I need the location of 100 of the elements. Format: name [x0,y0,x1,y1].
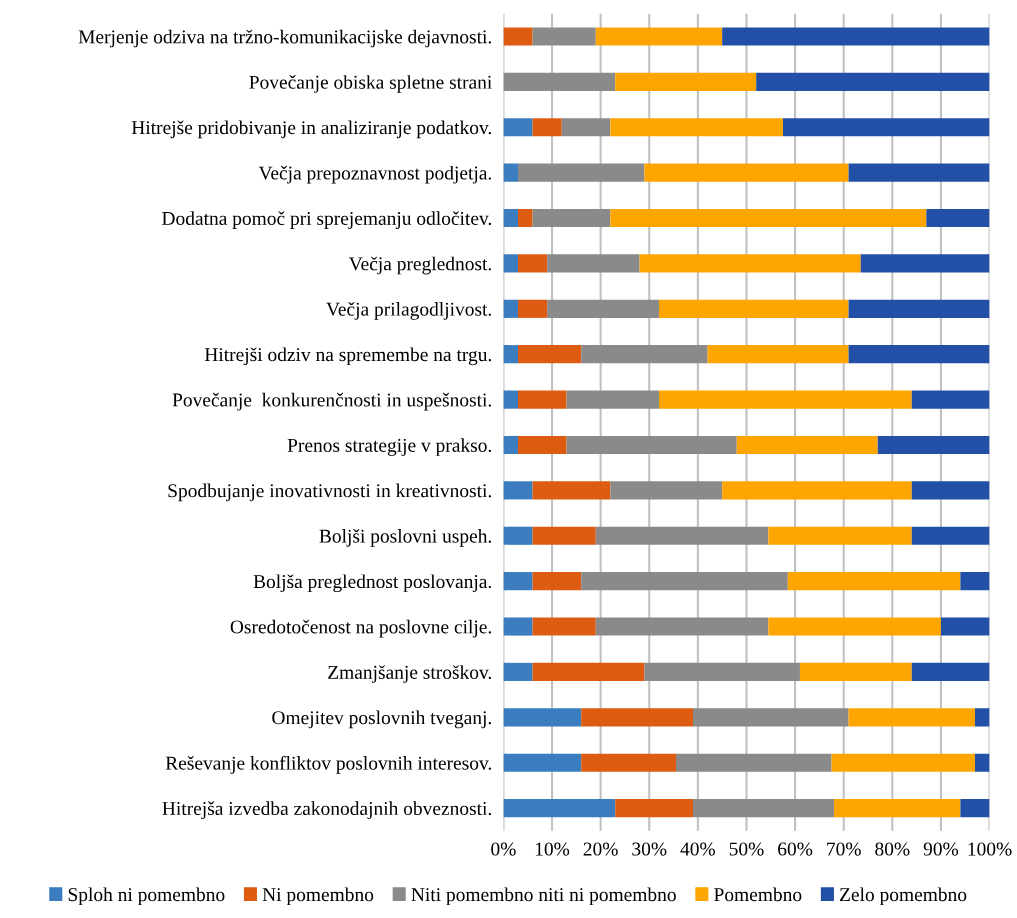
y-tick-label: Hitrejše pridobivanje in analiziranje podatkov. [131,120,492,139]
bar [532,662,645,681]
bar [658,299,849,318]
bar [911,662,990,681]
bar [581,708,693,727]
bar [610,208,927,228]
bar [503,27,533,46]
bar [503,753,582,772]
bar [848,163,990,182]
y-tick-label: Reševanje konfliktov poslovnih interesov. [165,755,492,774]
x-tick-label: 20% [583,842,618,856]
bar [518,345,582,364]
y-tick-label: Hitrejša izvedba zakonodajnih obveznosti. [162,801,492,819]
bar [532,617,596,636]
bar [503,435,518,455]
bar [768,526,912,545]
bar [877,435,990,455]
y-tick-label: Boljši poslovni uspeh. [319,528,492,547]
bar [926,208,990,228]
y-tick-label: Omejitev poslovnih tveganj. [272,710,492,729]
bar [566,390,659,409]
bar [675,753,832,772]
bar [518,435,567,455]
bar [960,799,990,818]
bar [911,526,990,545]
bar [787,572,961,591]
bar [503,208,518,228]
bar [736,435,878,455]
x-tick-label: 40% [680,842,716,856]
bar [532,208,611,228]
y-tick-label: Merjenje odziva na tržno-komunikacijske dejavnosti. [78,29,492,48]
bar [518,299,548,318]
x-tick-label: 50% [729,842,764,856]
bar [940,617,990,636]
bar [615,799,693,818]
bar [503,708,582,727]
y-tick-label: Večja prilagodljivost. [326,302,492,320]
bar [518,208,533,228]
bar [518,390,567,409]
y-tick-label: Povečanje obiska spletne strani [249,75,492,93]
bar [532,572,582,591]
bar [833,799,961,818]
legend-label: Zelo pomembno [839,887,967,906]
x-tick-label: 30% [632,842,667,856]
bar [595,617,769,636]
bar [658,390,912,409]
bar [547,254,640,273]
x-tick-label: 60% [778,842,813,856]
bar [532,118,562,137]
x-tick-label: 10% [535,842,570,856]
y-tick-label: Boljša preglednost poslovanja. [253,574,492,593]
legend-label: Pomembno [714,887,802,902]
bar [831,753,975,772]
bar [581,345,708,364]
bar [503,345,518,364]
bar [503,72,616,91]
bar [756,72,990,91]
x-tick-label: 0% [491,842,516,856]
x-tick-label: 90% [923,842,959,856]
bar [860,254,990,273]
y-tick-label: Večja preglednost. [348,256,492,275]
x-tick-label: 70% [827,842,861,856]
y-tick-label: Dodatna pomoč pri sprejemanju odločitev. [162,211,492,229]
y-tick-label: Hitrejši odziv na spremembe na trgu. [204,347,492,366]
bar [503,163,518,182]
bar [581,572,788,591]
bar [503,526,533,545]
y-tick-label: Povečanje konkurenčnosti in uspešnosti. [172,392,492,411]
bar [547,299,659,318]
y-tick-label: Zmanjšanje stroškov. [328,665,492,683]
bar [848,299,990,318]
bar [639,254,861,273]
bar [532,526,596,545]
bar [911,481,990,500]
legend-label: Ni pomembno [262,887,374,906]
bar [974,753,990,772]
bar [532,27,596,46]
bar [768,617,941,636]
bar [693,708,849,727]
bar [644,163,849,182]
bar [503,662,533,681]
bar [644,662,800,681]
y-tick-label: Osredotočenost na poslovne cilje. [230,619,492,638]
y-tick-label: Večja prepoznavnost podjetja. [258,165,492,184]
bar [503,799,616,818]
bar [615,72,757,91]
bar [610,118,783,137]
bar [581,753,676,772]
bar [974,708,990,727]
bar [799,662,912,681]
bar [518,254,548,273]
bar [911,390,990,409]
bar [693,799,834,818]
bar [595,27,723,46]
y-tick-label: Spodbujanje inovativnosti in kreativnosti. [168,483,492,502]
bar [518,163,645,182]
bar [503,254,518,273]
bar [561,118,611,137]
bar [566,435,737,455]
bar [503,617,533,636]
